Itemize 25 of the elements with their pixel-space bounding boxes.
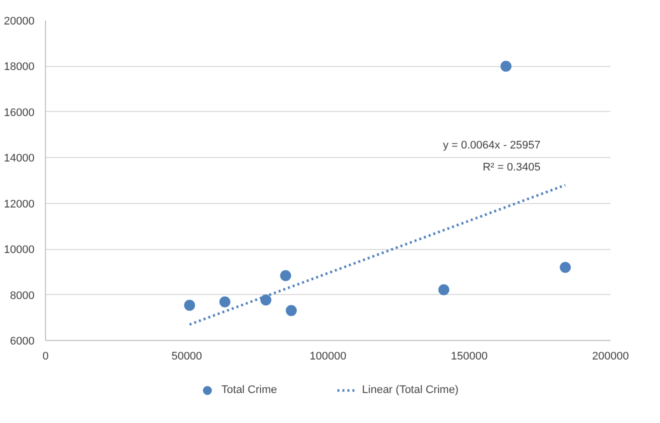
annotation: R² = 0.3405 [482, 162, 541, 174]
point [560, 262, 571, 273]
y-tick-label: 18000 [4, 61, 35, 74]
x-tick-label: 0 [42, 350, 49, 362]
point [219, 296, 230, 308]
x-tick-label: 200000 [592, 350, 629, 362]
x-tick-label: 100000 [310, 350, 346, 362]
legend-label: Linear (Total Crime) [362, 384, 459, 396]
y-tick-label: 10000 [4, 244, 35, 256]
point [286, 305, 297, 316]
annotation: y = 0.0064x - 25957 [442, 140, 540, 152]
y-tick-label: 20000 [4, 16, 35, 28]
x-tick-label: 150000 [450, 350, 488, 362]
point [184, 300, 196, 311]
y-tick-label: 12000 [4, 198, 35, 210]
y-tick-label: 8000 [10, 290, 35, 302]
point [280, 270, 292, 282]
y-tick-label: 6000 [10, 336, 35, 348]
legend-label: Total Crime [221, 384, 278, 396]
point [260, 294, 272, 306]
point [438, 284, 450, 296]
point [500, 60, 512, 72]
y-tick-label: 14000 [4, 152, 35, 165]
x-tick-label: 50000 [171, 350, 202, 362]
y-tick-label: 16000 [4, 106, 35, 119]
